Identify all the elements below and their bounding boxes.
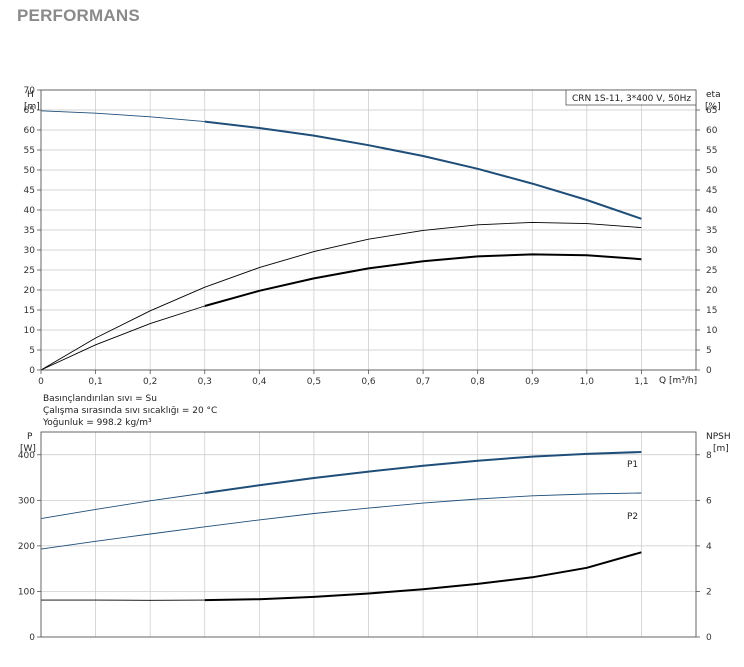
left-tick-label: 35 — [24, 226, 35, 236]
right-tick-label: 20 — [706, 286, 718, 296]
right-tick-label: 0 — [706, 366, 712, 376]
x-tick-label: 0,7 — [416, 377, 430, 387]
series-line-bold-0 — [204, 120, 642, 220]
right-tick-label: 60 — [706, 126, 718, 136]
right-tick-label: 55 — [706, 146, 717, 156]
top-right-axis-unit: [%] — [705, 102, 721, 112]
left-tick-label: 0 — [29, 633, 35, 643]
page-title: PERFORMANS — [17, 6, 140, 25]
right-tick-label: 4 — [706, 542, 712, 552]
note-temperature: Çalışma sırasında sıvı sıcaklığı = 20 °C — [43, 406, 217, 416]
right-tick-label: 30 — [706, 246, 718, 256]
top-x-axis-label: Q [m³/h] — [659, 376, 697, 386]
series-line-bold-2 — [204, 551, 642, 602]
left-tick-label: 10 — [24, 326, 36, 336]
series-label-p2: P2 — [627, 512, 638, 522]
series-line-thin-0 — [40, 492, 205, 520]
series-line-thin-2 — [40, 305, 205, 371]
series-line-bold-0 — [204, 451, 642, 494]
left-tick-label: 50 — [24, 166, 36, 176]
power-npsh-chart: 0 100 200 300 400 0 2 4 6 8 P [W] NPSH [m] P1 P2 — [18, 431, 731, 643]
right-tick-label: 50 — [706, 166, 718, 176]
left-tick-label: 400 — [18, 451, 35, 461]
right-tick-label: 45 — [706, 186, 717, 196]
x-tick-label: 0,6 — [361, 377, 376, 387]
series-line-1 — [40, 492, 642, 550]
left-tick-label: 40 — [24, 206, 36, 216]
right-tick-label: 15 — [706, 306, 717, 316]
left-tick-label: 15 — [24, 306, 35, 316]
left-tick-label: 100 — [18, 587, 35, 597]
series-line-1 — [40, 221, 642, 371]
right-tick-label: 10 — [706, 326, 718, 336]
right-tick-label: 35 — [706, 226, 717, 236]
left-tick-label: 300 — [18, 496, 35, 506]
series-line-bold-2 — [204, 253, 642, 307]
left-tick-label: 0 — [29, 366, 35, 376]
x-tick-label: 0,5 — [307, 377, 321, 387]
bottom-left-axis-unit: [W] — [20, 444, 36, 454]
right-tick-label: 2 — [706, 587, 712, 597]
x-tick-label: 0,2 — [143, 377, 157, 387]
legend-box-text: CRN 1S-11, 3*400 V, 50Hz — [572, 94, 691, 104]
right-tick-label: 25 — [706, 266, 717, 276]
left-tick-label: 55 — [24, 146, 35, 156]
bottom-right-axis-unit: [m] — [713, 444, 729, 454]
bottom-right-axis-label: NPSH — [706, 432, 731, 442]
note-density: Yoğunluk = 998.2 kg/m³ — [42, 418, 152, 428]
x-tick-label: 0,9 — [525, 377, 540, 387]
right-tick-label: 6 — [706, 496, 712, 506]
series-label-p1: P1 — [627, 460, 638, 470]
left-tick-label: 200 — [18, 542, 35, 552]
x-tick-label: 0 — [38, 377, 44, 387]
left-tick-label: 65 — [24, 106, 35, 116]
bottom-plot-frame — [40, 431, 697, 638]
head-efficiency-chart: 0 5 10 15 20 25 30 35 40 45 50 55 60 65 70 0 5 10 15 20 25 3… — [24, 86, 721, 387]
legend-box — [565, 89, 697, 106]
series-line-thin-0 — [40, 110, 205, 123]
left-tick-label: 5 — [29, 346, 35, 356]
left-tick-label: 45 — [24, 186, 35, 196]
left-tick-label: 30 — [24, 246, 36, 256]
right-tick-label: 5 — [706, 346, 712, 356]
x-tick-label: 1,1 — [634, 377, 648, 387]
x-tick-label: 0,8 — [471, 377, 486, 387]
right-tick-label: 8 — [706, 451, 712, 461]
top-left-axis-unit: [m] — [24, 102, 40, 112]
x-tick-label: 0,4 — [252, 377, 267, 387]
left-tick-label: 25 — [24, 266, 35, 276]
left-tick-label: 20 — [24, 286, 36, 296]
right-tick-label: 40 — [706, 206, 718, 216]
right-tick-label: 65 — [706, 106, 717, 116]
left-tick-label: 60 — [24, 126, 36, 136]
x-tick-label: 1,0 — [580, 377, 595, 387]
left-tick-label: 70 — [24, 86, 36, 96]
right-tick-label: 0 — [706, 633, 712, 643]
bottom-left-axis-label: P — [27, 432, 33, 442]
x-tick-label: 0,1 — [88, 377, 102, 387]
note-fluid: Basınçlandırılan sıvı = Su — [43, 394, 157, 404]
x-tick-label: 0,3 — [198, 377, 212, 387]
top-right-axis-label: eta — [706, 90, 721, 100]
top-left-axis-label: H — [27, 90, 34, 100]
